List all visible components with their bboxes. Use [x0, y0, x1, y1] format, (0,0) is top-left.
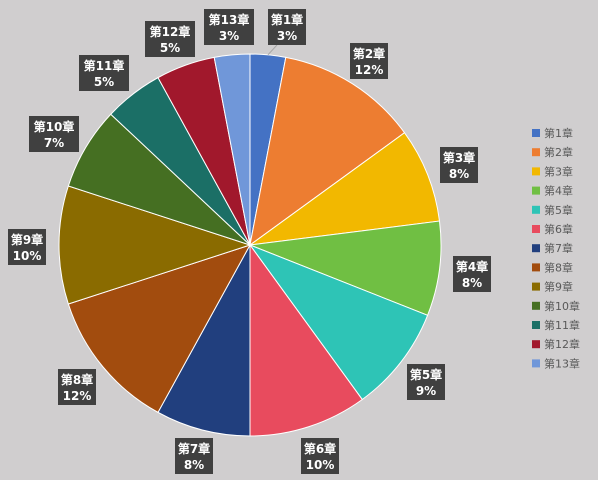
legend-swatch-8 [532, 263, 540, 272]
data-label-box [145, 21, 195, 57]
legend-swatch-12 [532, 340, 540, 349]
data-label-box [268, 9, 306, 45]
data-label-value: 7% [44, 136, 64, 150]
data-label-11: 第11章 5% [79, 55, 129, 91]
data-label-category: 第12章 [150, 24, 191, 39]
legend-label-5: 第5章 [544, 203, 573, 217]
pie-slice-3 [249, 132, 441, 246]
pie-slices [58, 53, 442, 437]
legend-swatch-11 [532, 321, 540, 329]
data-label-category: 第6章 [304, 441, 336, 456]
legend-swatch-7 [532, 244, 540, 253]
data-label-value: 9% [416, 384, 436, 398]
data-label-box [350, 43, 388, 79]
pie-slice-7 [157, 244, 251, 437]
data-label-value: 3% [219, 29, 239, 43]
leader-lines [267, 44, 278, 56]
legend-label-4: 第4章 [544, 184, 573, 198]
legend-label-10: 第10章 [544, 299, 580, 313]
data-label-value: 8% [462, 276, 482, 290]
legend-swatch-9 [532, 282, 540, 291]
pie-slice-9 [58, 185, 252, 305]
data-label-category: 第2章 [353, 46, 385, 61]
pie-slice-6 [249, 243, 363, 437]
data-label-13: 第13章 3% [204, 9, 254, 45]
legend-label-9: 第9章 [544, 280, 573, 294]
data-label-box [79, 55, 129, 91]
data-label-value: 8% [449, 167, 469, 181]
legend-label-6: 第6章 [544, 222, 573, 236]
data-label-value: 3% [277, 29, 297, 43]
data-label-box [8, 229, 46, 265]
data-label-box [407, 364, 445, 400]
data-label-box [58, 369, 96, 405]
data-label-category: 第9章 [11, 232, 43, 247]
data-labels: 第1章3%第2章12%第3章8%第4章8%第5章9%第6章10%第7章8%第8章… [8, 9, 491, 474]
data-label-box [301, 438, 339, 474]
pie-slice-8 [67, 244, 252, 414]
data-label-category: 第7章 [178, 441, 210, 456]
data-label-10: 第10章 7% [29, 116, 79, 152]
pie-slice-13 [213, 53, 251, 246]
legend-swatch-1 [532, 129, 540, 137]
legend-swatch-6 [532, 225, 540, 233]
data-label-category: 第11章 [84, 58, 125, 73]
data-label-box [29, 116, 79, 152]
data-label-category: 第8章 [61, 372, 93, 387]
legend-label-13: 第13章 [544, 356, 580, 370]
data-label-box [440, 147, 478, 183]
data-label-value: 5% [94, 75, 114, 89]
pie-slice-5 [248, 243, 429, 401]
data-label-category: 第3章 [443, 150, 475, 165]
data-label-box [175, 438, 213, 474]
data-label-box [204, 9, 254, 45]
data-label-value: 10% [306, 458, 335, 472]
legend-label-12: 第12章 [544, 337, 580, 351]
legend-swatch-5 [532, 205, 540, 214]
data-label-value: 12% [63, 389, 92, 403]
data-label-category: 第1章 [271, 12, 303, 27]
legend-swatch-3 [532, 167, 540, 176]
legend-label-11: 第11章 [544, 318, 580, 332]
legend-label-3: 第3章 [544, 164, 573, 178]
legend-label-7: 第7章 [544, 241, 573, 255]
legend-swatch-4 [532, 186, 540, 195]
data-label-12: 第12章 5% [145, 21, 195, 57]
data-label-category: 第5章 [410, 367, 442, 382]
legend-swatch-10 [532, 301, 540, 310]
legend-label-8: 第8章 [544, 260, 573, 274]
data-label-value: 12% [355, 63, 384, 77]
leader-line-1 [267, 44, 278, 56]
legend-swatch-13 [532, 359, 540, 368]
legend: 第1章第2章第3章第4章第5章第6章第7章第8章第9章第10章第11章第12章第… [532, 126, 580, 370]
data-label-category: 第10章 [34, 119, 75, 134]
data-label-value: 5% [160, 41, 180, 55]
data-label-category: 第13章 [209, 12, 250, 27]
data-label-value: 10% [13, 249, 42, 263]
data-label-box [453, 256, 491, 292]
legend-swatch-2 [532, 148, 540, 157]
legend-label-2: 第2章 [544, 145, 573, 159]
pie-slice-2 [249, 56, 406, 247]
pie-slice-4 [249, 220, 442, 316]
data-label-value: 8% [184, 458, 204, 472]
legend-label-1: 第1章 [544, 126, 573, 140]
data-label-category: 第4章 [456, 259, 488, 274]
